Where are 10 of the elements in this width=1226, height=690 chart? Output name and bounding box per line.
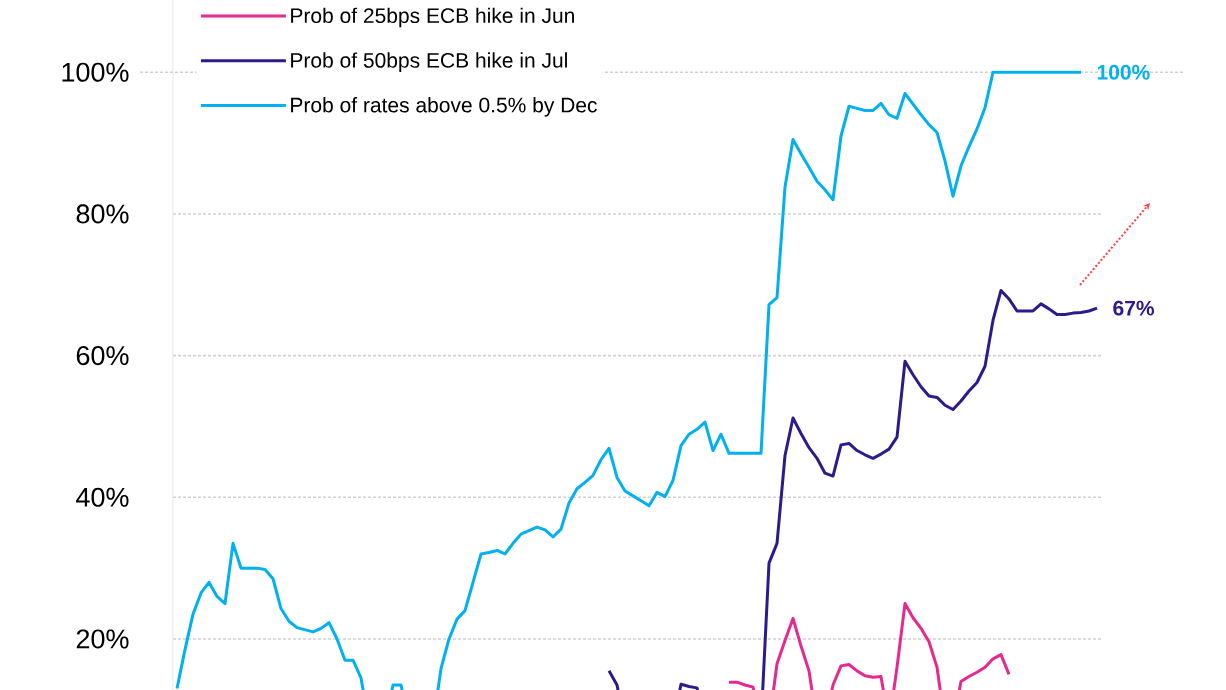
text: 67% bbox=[1113, 300, 1154, 316]
y-tick-label: 80% bbox=[76, 204, 129, 224]
legend-label: Prob of 50bps ECB hike in Jul bbox=[291, 52, 567, 72]
y-tick-label: 100% bbox=[62, 62, 129, 82]
annotation: 100% bbox=[1097, 64, 1150, 80]
legend-label: Prob of 25bps ECB hike in Jun bbox=[291, 7, 574, 28]
legend-label: Prob of rates above 0.5% by Dec bbox=[291, 97, 597, 117]
y-tick-label: 20% bbox=[76, 629, 129, 649]
y-tick-label: 40% bbox=[76, 487, 129, 507]
y-tick-label: 60% bbox=[76, 346, 129, 366]
